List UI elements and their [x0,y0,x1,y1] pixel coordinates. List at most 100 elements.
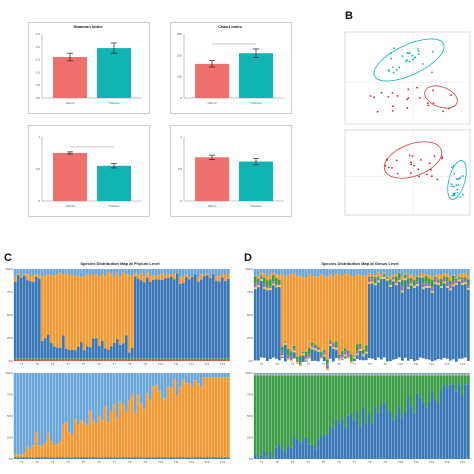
stack-segment [95,423,98,458]
stack-segment [50,269,53,276]
stack-segment [152,358,155,361]
stack-segment [221,269,224,275]
teal-point [406,59,409,62]
stack-segment [380,279,383,360]
stack-segment [386,269,389,277]
stack-segment [416,275,419,277]
stack-segment [452,284,455,287]
stack-segment [287,375,290,446]
stack-segment [314,373,317,375]
stack-segment [161,269,164,274]
stack-segment [347,375,350,416]
x-tick-label: T13 [204,362,210,366]
stack-segment [446,374,449,376]
stack-segment [29,360,32,361]
stack-segment [14,457,17,459]
stack-segment [143,373,146,409]
stack-segment [419,374,422,376]
stack-segment [467,289,470,361]
pca-frame [344,129,471,216]
stack-segment [224,274,227,282]
stack-segment [335,347,338,350]
stack-segment [122,269,125,273]
stack-segment [434,278,437,283]
stack-segment [89,373,92,411]
teal-point [416,48,419,50]
pct-tick-label: 50% [7,313,13,317]
stack-segment [68,432,71,458]
stack-segment [98,276,101,346]
stack-segment [62,360,65,361]
stack-segment [395,281,398,284]
stack-segment [143,408,146,458]
genus-title: Species Distribution Map at Genus Level [321,261,398,266]
stack-segment [155,457,158,459]
stack-segment [458,373,461,375]
stack-segment [449,280,452,285]
stack-segment [197,373,200,384]
stack-segment [329,341,332,345]
stack-segment [110,346,113,359]
stack-segment [395,276,398,282]
stack-segment [461,277,464,280]
stack-segment [269,451,272,459]
stack-segment [83,350,86,359]
stack-segment [320,274,323,353]
stack-segment [56,444,59,458]
stack-segment [131,275,134,349]
stack-segment [389,276,392,280]
stack-segment [287,355,290,359]
stack-segment [104,348,107,359]
stack-segment [389,412,392,459]
teal-point [431,51,434,53]
stack-segment [356,411,359,459]
stack-segment [449,384,452,459]
stack-segment [95,457,98,459]
stack-segment [182,358,185,361]
stack-segment [329,375,332,427]
stack-segment [23,269,26,275]
stack-segment [140,280,143,359]
panel-b: B [325,0,474,218]
stack-segment [185,373,188,384]
stack-segment [413,276,416,280]
stack-segment [266,290,269,361]
stack-segment [464,277,467,280]
stack-segment [380,276,383,277]
stack-segment [326,434,329,459]
stack-segment [314,375,317,449]
stack-segment [371,423,374,459]
stack-segment [143,360,146,361]
x-tick-label: T1 [20,460,24,464]
stack-segment [128,360,131,361]
stack-segment [32,373,35,446]
stack-segment [176,273,179,359]
stack-segment [353,358,356,362]
stack-segment [308,373,311,375]
stack-segment [254,269,257,276]
stack-segment [383,277,386,280]
stack-segment [167,273,170,278]
stack-segment [467,276,470,280]
stack-segment [329,269,332,275]
pca-plots-svg [344,31,471,216]
stack-segment [467,373,470,375]
stack-segment [371,276,374,279]
stack-segment [278,275,281,280]
pca-frame [344,31,471,125]
stack-segment [386,280,389,362]
stack-segment [23,373,26,453]
stack-segment [287,275,290,349]
stack-segment [116,457,119,459]
stack-segment [335,347,338,348]
stack-segment [416,374,419,376]
stack-segment [302,373,305,375]
stack-segment [29,449,32,458]
stack-segment [59,440,62,458]
stack-segment [41,457,44,459]
stack-segment [218,281,221,359]
stack-segment [38,358,41,361]
stack-segment [374,277,377,284]
stack-segment [446,373,449,375]
stack-segment [269,269,272,275]
